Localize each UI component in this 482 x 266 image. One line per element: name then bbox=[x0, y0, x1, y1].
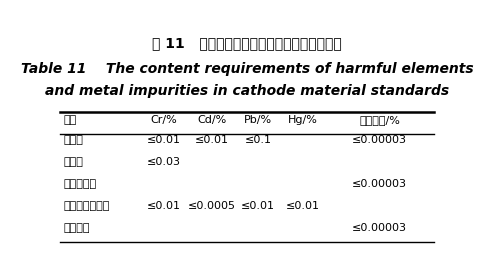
Text: ≤0.00003: ≤0.00003 bbox=[352, 179, 407, 189]
Text: ≤0.01: ≤0.01 bbox=[147, 201, 181, 211]
Text: 镍钴铝酸锂: 镍钴铝酸锂 bbox=[63, 179, 96, 189]
Text: and metal impurities in cathode material standards: and metal impurities in cathode material… bbox=[45, 84, 449, 98]
Text: 表 11   正极材料标准中有害元素异物含量要求: 表 11 正极材料标准中有害元素异物含量要求 bbox=[152, 36, 342, 50]
Text: 炭复合磷酸铁锂: 炭复合磷酸铁锂 bbox=[63, 201, 109, 211]
Text: ≤0.1: ≤0.1 bbox=[245, 135, 272, 145]
Text: ≤0.00003: ≤0.00003 bbox=[352, 223, 407, 234]
Text: ≤0.01: ≤0.01 bbox=[195, 135, 228, 145]
Text: ≤0.00003: ≤0.00003 bbox=[352, 135, 407, 145]
Text: 富锂锰基: 富锂锰基 bbox=[63, 223, 90, 234]
Text: 钴酸锂: 钴酸锂 bbox=[63, 135, 83, 145]
Text: Hg/%: Hg/% bbox=[288, 115, 318, 125]
Text: ≤0.01: ≤0.01 bbox=[241, 201, 275, 211]
Text: Cd/%: Cd/% bbox=[197, 115, 226, 125]
Text: ≤0.0005: ≤0.0005 bbox=[187, 201, 236, 211]
Text: ≤0.03: ≤0.03 bbox=[147, 157, 181, 167]
Text: 磁性异物/%: 磁性异物/% bbox=[359, 115, 400, 125]
Text: Pb/%: Pb/% bbox=[244, 115, 272, 125]
Text: ≤0.01: ≤0.01 bbox=[286, 201, 320, 211]
Text: 项目: 项目 bbox=[63, 115, 77, 125]
Text: ≤0.01: ≤0.01 bbox=[147, 135, 181, 145]
Text: Cr/%: Cr/% bbox=[150, 115, 177, 125]
Text: 镍酸锂: 镍酸锂 bbox=[63, 157, 83, 167]
Text: Table 11    The content requirements of harmful elements: Table 11 The content requirements of har… bbox=[21, 62, 473, 76]
